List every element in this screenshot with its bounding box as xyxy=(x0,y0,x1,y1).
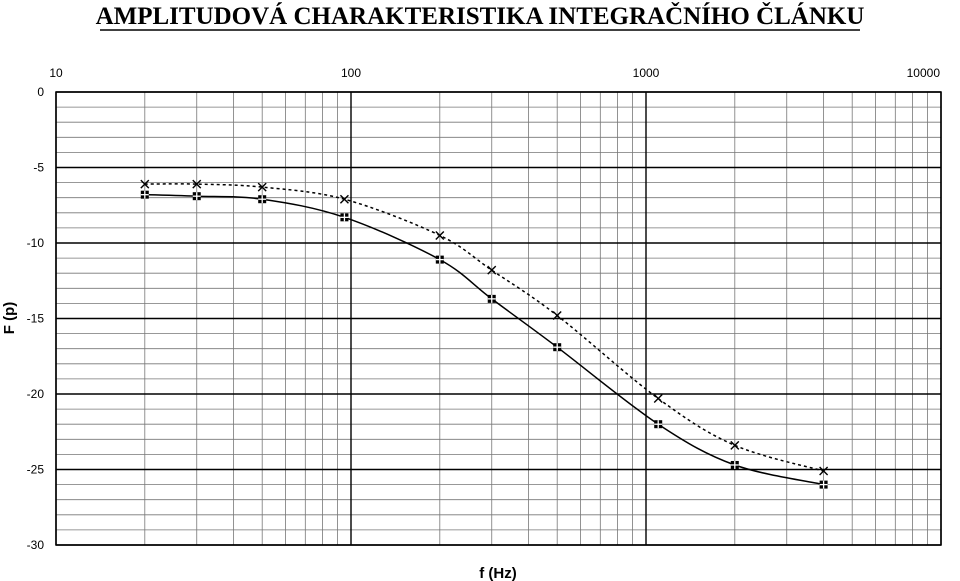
series-2 xyxy=(140,190,828,489)
x-tick-labels: 10 100 1000 10000 xyxy=(49,66,940,80)
data-point-x xyxy=(552,310,562,320)
data-point-square xyxy=(192,192,201,201)
x-tick-label: 10 xyxy=(49,66,63,80)
plot-area xyxy=(55,91,942,546)
data-point-x xyxy=(257,182,267,192)
y-tick-label: -10 xyxy=(27,236,45,250)
data-point-square xyxy=(258,195,267,204)
data-point-square xyxy=(553,343,562,352)
data-point-square xyxy=(340,213,349,222)
data-point-square xyxy=(487,294,496,303)
series-line xyxy=(144,193,824,486)
data-point-square xyxy=(730,460,739,469)
y-tick-label: 0 xyxy=(37,85,44,99)
y-tick-label: -30 xyxy=(27,538,45,552)
x-axis-label: f (Hz) xyxy=(479,565,517,581)
data-point-square xyxy=(140,190,149,199)
data-point-x xyxy=(819,466,829,476)
x-tick-label: 1000 xyxy=(633,66,660,80)
chart-title: AMPLITUDOVÁ CHARAKTERISTIKA INTEGRAČNÍHO… xyxy=(96,1,865,30)
y-tick-label: -25 xyxy=(27,463,45,477)
data-point-square xyxy=(819,480,828,489)
series-line xyxy=(144,183,824,472)
y-tick-label: -20 xyxy=(27,387,45,401)
x-tick-label: 100 xyxy=(341,66,361,80)
data-point-x xyxy=(730,440,740,450)
y-tick-label: -5 xyxy=(33,161,44,175)
data-point-x xyxy=(653,394,663,404)
y-tick-label: -15 xyxy=(27,312,45,326)
data-point-x xyxy=(339,194,349,204)
data-point-x xyxy=(487,265,497,275)
grid-major xyxy=(55,91,942,546)
data-point-x xyxy=(435,230,445,240)
data-point-x xyxy=(140,179,150,189)
data-point-square xyxy=(654,420,663,429)
data-point-x xyxy=(192,179,202,189)
data-point-square xyxy=(435,255,444,264)
y-tick-labels: 0 -5 -10 -15 -20 -25 -30 xyxy=(27,85,45,552)
series-1 xyxy=(140,179,829,476)
y-axis-label: F (p) xyxy=(1,302,18,334)
x-tick-label: 10000 xyxy=(907,66,941,80)
series-layer xyxy=(140,179,829,489)
